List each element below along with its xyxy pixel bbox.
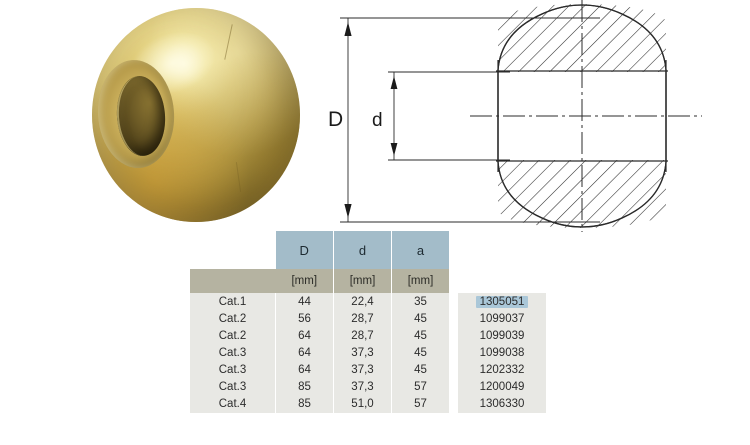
cell-spacer	[449, 395, 458, 413]
section-hatching-bottom	[498, 160, 666, 228]
cell-a: 57	[391, 378, 450, 395]
cell-part-number[interactable]: 1099038	[458, 344, 546, 361]
table-body: Cat.1 44 22,4 35 1305051 Cat.2 56 28,7 4…	[190, 293, 546, 413]
dimension-label-d: d	[372, 110, 383, 131]
cell-d: 22,4	[333, 293, 392, 310]
cell-D: 64	[275, 361, 334, 378]
cell-d: 37,3	[333, 378, 392, 395]
cell-a: 45	[391, 361, 450, 378]
cell-category: Cat.3	[190, 344, 276, 361]
header-category	[190, 231, 276, 269]
technical-drawing: D d	[310, 0, 750, 232]
cell-d: 28,7	[333, 327, 392, 344]
cell-category: Cat.2	[190, 310, 276, 327]
header-D: D	[275, 231, 334, 269]
table-row[interactable]: Cat.3 85 37,3 57 1200049	[190, 378, 546, 395]
specification-table: D d a [mm] [mm] [mm] Cat.1	[190, 231, 547, 413]
table-row[interactable]: Cat.3 64 37,3 45 1099038	[190, 344, 546, 361]
cell-spacer	[449, 310, 458, 327]
cell-D: 56	[275, 310, 334, 327]
dimension-D-arrow-bottom	[344, 204, 352, 218]
cell-d: 37,3	[333, 344, 392, 361]
cell-part-number[interactable]: 1306330	[458, 395, 546, 413]
cell-D: 64	[275, 344, 334, 361]
product-photo	[78, 2, 306, 234]
table-row[interactable]: Cat.1 44 22,4 35 1305051	[190, 293, 546, 310]
cell-a: 45	[391, 310, 450, 327]
table-row[interactable]: Cat.2 56 28,7 45 1099037	[190, 310, 546, 327]
dimension-D-arrow-top	[344, 22, 352, 36]
unit-d: [mm]	[333, 269, 392, 293]
cell-part-number[interactable]: 1099039	[458, 327, 546, 344]
part-number-highlighted[interactable]: 1305051	[475, 295, 529, 308]
cell-part-number[interactable]: 1305051	[458, 293, 546, 310]
unit-spacer	[449, 269, 458, 293]
cell-category: Cat.4	[190, 395, 276, 413]
unit-category	[190, 269, 276, 293]
dimension-d-arrow-bottom	[390, 143, 398, 156]
dimension-D	[340, 17, 600, 223]
cell-part-number[interactable]: 1202332	[458, 361, 546, 378]
cell-part-number[interactable]: 1099037	[458, 310, 546, 327]
table-row[interactable]: Cat.3 64 37,3 45 1202332	[190, 361, 546, 378]
table-header-row: D d a	[190, 231, 546, 269]
cell-d: 37,3	[333, 361, 392, 378]
cell-spacer	[449, 344, 458, 361]
unit-part-number	[458, 269, 546, 293]
cell-category: Cat.2	[190, 327, 276, 344]
cell-a: 35	[391, 293, 450, 310]
cell-d: 51,0	[333, 395, 392, 413]
cell-a: 57	[391, 395, 450, 413]
cell-D: 64	[275, 327, 334, 344]
unit-D: [mm]	[275, 269, 334, 293]
section-hatching-top	[498, 4, 666, 72]
cell-spacer	[449, 327, 458, 344]
cell-category: Cat.3	[190, 378, 276, 395]
table-unit-row: [mm] [mm] [mm]	[190, 269, 546, 293]
dimension-d-arrow-top	[390, 76, 398, 89]
header-d: d	[333, 231, 392, 269]
table-row[interactable]: Cat.2 64 28,7 45 1099039	[190, 327, 546, 344]
cell-category: Cat.1	[190, 293, 276, 310]
cell-d: 28,7	[333, 310, 392, 327]
cell-category: Cat.3	[190, 361, 276, 378]
table-row[interactable]: Cat.4 85 51,0 57 1306330	[190, 395, 546, 413]
header-a: a	[391, 231, 450, 269]
cell-D: 44	[275, 293, 334, 310]
header-part-number	[458, 231, 546, 269]
cell-part-number[interactable]: 1200049	[458, 378, 546, 395]
cell-spacer	[449, 378, 458, 395]
drawing-svg	[340, 0, 702, 232]
dimension-label-D: D	[328, 108, 344, 131]
cell-a: 45	[391, 344, 450, 361]
cell-spacer	[449, 361, 458, 378]
cell-spacer	[449, 293, 458, 310]
cell-D: 85	[275, 395, 334, 413]
spec-table: D d a [mm] [mm] [mm] Cat.1	[190, 231, 547, 413]
unit-a: [mm]	[391, 269, 450, 293]
cell-D: 85	[275, 378, 334, 395]
cell-a: 45	[391, 327, 450, 344]
header-spacer	[449, 231, 458, 269]
